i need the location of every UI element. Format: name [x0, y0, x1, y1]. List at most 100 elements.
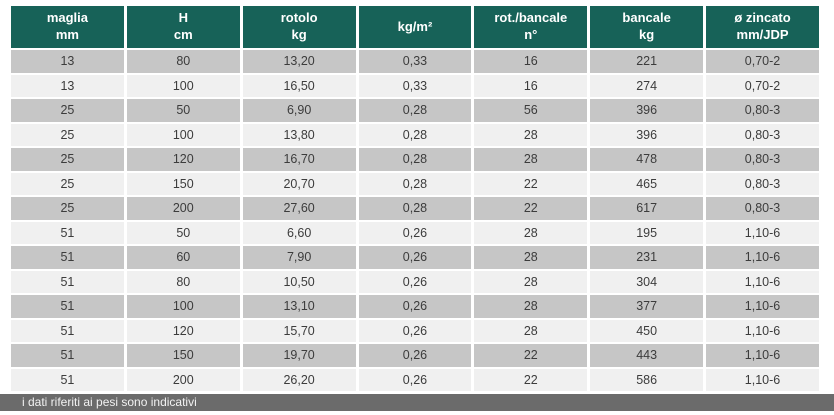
table-cell: 0,80-3 — [706, 99, 819, 122]
column-header-rotolo-kg: rotolo kg — [242, 6, 356, 48]
table-row: 51 80 10,50 0,26 28 304 1,10-6 — [11, 270, 819, 293]
column-header-kg-m2: kg/m² — [358, 6, 472, 48]
header-row: maglia mm H cm rotolo kg kg/m² — [11, 6, 819, 48]
header-line1: ø zincato — [734, 10, 791, 26]
table-cell: 19,70 — [242, 344, 356, 367]
table-cell: 0,80-3 — [706, 148, 819, 171]
header-line2: mm/JDP — [736, 27, 789, 42]
table-row: 51 60 7,90 0,26 28 231 1,10-6 — [11, 246, 819, 269]
table-cell: 0,28 — [358, 172, 472, 195]
table-cell: 465 — [590, 172, 704, 195]
table-cell: 195 — [590, 221, 704, 244]
table-row: 51 100 13,10 0,26 28 377 1,10-6 — [11, 295, 819, 318]
table-cell: 16,50 — [242, 74, 356, 97]
table-cell: 274 — [590, 74, 704, 97]
footnote-bar: i dati riferiti ai pesi sono indicativi — [0, 394, 834, 411]
table-container: maglia mm H cm rotolo kg kg/m² — [8, 4, 822, 393]
table-cell: 13,10 — [242, 295, 356, 318]
table-cell: 28 — [474, 319, 588, 342]
table-cell: 0,28 — [358, 99, 472, 122]
table-row: 25 200 27,60 0,28 22 617 0,80-3 — [11, 197, 819, 220]
table-cell: 28 — [474, 270, 588, 293]
table-cell: 120 — [126, 148, 240, 171]
table-cell: 22 — [474, 368, 588, 391]
table-row: 25 50 6,90 0,28 56 396 0,80-3 — [11, 99, 819, 122]
table-cell: 50 — [126, 99, 240, 122]
table-cell: 221 — [590, 50, 704, 73]
header-line2: mm — [55, 27, 79, 42]
table-cell: 100 — [126, 74, 240, 97]
table-row: 25 100 13,80 0,28 28 396 0,80-3 — [11, 123, 819, 146]
table-cell: 0,70-2 — [706, 50, 819, 73]
table-row: 13 100 16,50 0,33 16 274 0,70-2 — [11, 74, 819, 97]
table-cell: 0,80-3 — [706, 197, 819, 220]
column-header-bancale-kg: bancale kg — [590, 6, 704, 48]
table-header: maglia mm H cm rotolo kg kg/m² — [11, 6, 819, 48]
table-cell: 0,33 — [358, 74, 472, 97]
table-row: 13 80 13,20 0,33 16 221 0,70-2 — [11, 50, 819, 73]
table-cell: 0,26 — [358, 270, 472, 293]
table-cell: 586 — [590, 368, 704, 391]
column-header-h-cm: H cm — [126, 6, 240, 48]
column-header-maglia-mm: maglia mm — [11, 6, 124, 48]
table-row: 25 150 20,70 0,28 22 465 0,80-3 — [11, 172, 819, 195]
header-line1: maglia — [46, 10, 89, 26]
table-cell: 617 — [590, 197, 704, 220]
table-cell: 0,80-3 — [706, 123, 819, 146]
table-cell: 26,20 — [242, 368, 356, 391]
table-cell: 28 — [474, 221, 588, 244]
table-cell: 25 — [11, 148, 124, 171]
table-cell: 10,50 — [242, 270, 356, 293]
table-cell: 0,33 — [358, 50, 472, 73]
table-cell: 56 — [474, 99, 588, 122]
table-cell: 16 — [474, 50, 588, 73]
table-cell: 450 — [590, 319, 704, 342]
table-cell: 120 — [126, 319, 240, 342]
table-cell: 0,70-2 — [706, 74, 819, 97]
table-cell: 51 — [11, 344, 124, 367]
table-cell: 50 — [126, 221, 240, 244]
table-cell: 200 — [126, 197, 240, 220]
table-row: 25 120 16,70 0,28 28 478 0,80-3 — [11, 148, 819, 171]
table-cell: 51 — [11, 295, 124, 318]
table-cell: 28 — [474, 123, 588, 146]
header-line1: kg/m² — [397, 18, 433, 34]
table-body: 13 80 13,20 0,33 16 221 0,70-2 13 100 16,50 0,33 16… — [11, 50, 819, 391]
table-cell: 25 — [11, 99, 124, 122]
table-cell: 13,80 — [242, 123, 356, 146]
table-cell: 13 — [11, 74, 124, 97]
table-cell: 396 — [590, 99, 704, 122]
table-cell: 150 — [126, 344, 240, 367]
table-cell: 16 — [474, 74, 588, 97]
table-cell: 22 — [474, 344, 588, 367]
table-cell: 396 — [590, 123, 704, 146]
table-cell: 1,10-6 — [706, 246, 819, 269]
table-cell: 1,10-6 — [706, 270, 819, 293]
header-line2: kg — [639, 27, 655, 42]
table-cell: 28 — [474, 148, 588, 171]
table-cell: 0,26 — [358, 295, 472, 318]
column-header-rot-bancale-n: rot./bancale n° — [474, 6, 588, 48]
table-cell: 22 — [474, 172, 588, 195]
table-cell: 51 — [11, 221, 124, 244]
table-cell: 13 — [11, 50, 124, 73]
table-cell: 231 — [590, 246, 704, 269]
table-cell: 51 — [11, 246, 124, 269]
header-line1: rotolo — [280, 10, 318, 26]
table-cell: 0,26 — [358, 368, 472, 391]
table-cell: 60 — [126, 246, 240, 269]
table-cell: 1,10-6 — [706, 344, 819, 367]
header-line2: cm — [173, 27, 193, 42]
table-cell: 25 — [11, 172, 124, 195]
table-cell: 20,70 — [242, 172, 356, 195]
table-cell: 0,26 — [358, 319, 472, 342]
header-line2: n° — [524, 27, 538, 42]
footnote-text: i dati riferiti ai pesi sono indicativi — [22, 395, 197, 409]
table-cell: 100 — [126, 123, 240, 146]
table-cell: 80 — [126, 50, 240, 73]
table-cell: 1,10-6 — [706, 368, 819, 391]
table-cell: 443 — [590, 344, 704, 367]
product-spec-table: maglia mm H cm rotolo kg kg/m² — [8, 4, 822, 393]
table-row: 51 50 6,60 0,26 28 195 1,10-6 — [11, 221, 819, 244]
